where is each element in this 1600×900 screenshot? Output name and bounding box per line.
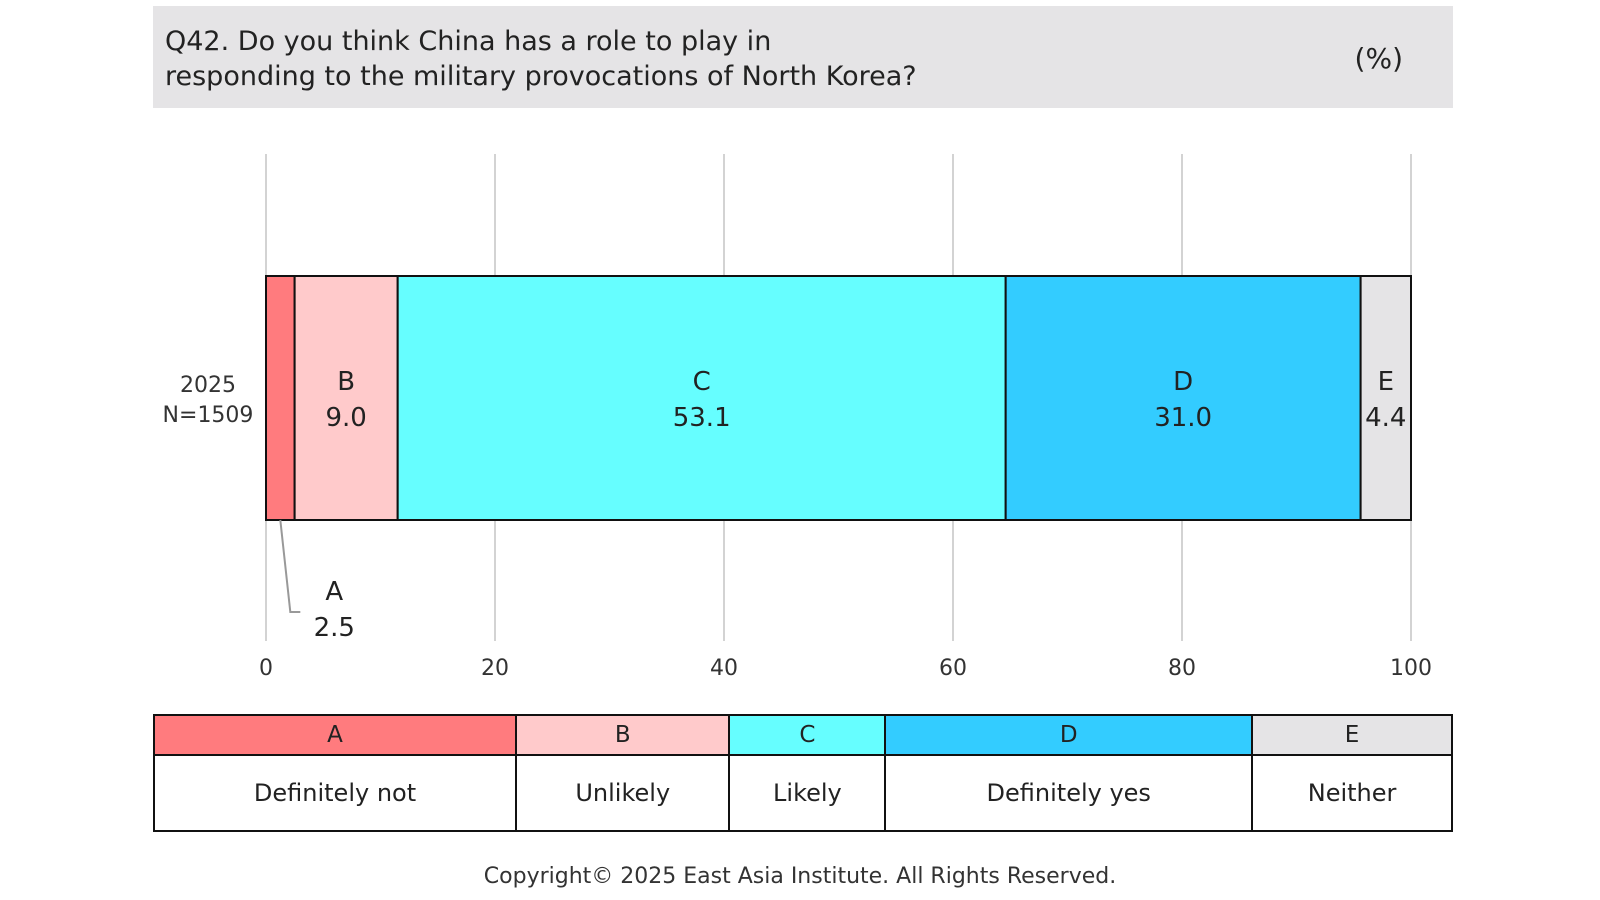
- x-tick-label-60: 60: [939, 656, 967, 681]
- segment-code-b: B: [337, 367, 355, 397]
- leader-line-a: [279, 519, 301, 613]
- row-label-year: 2025: [180, 373, 236, 398]
- data-label-d: 31.0: [1154, 403, 1212, 433]
- legend-code-b: B: [515, 714, 731, 756]
- legend-label-row: Definitely not Unlikely Likely Definitel…: [152, 754, 1453, 832]
- data-label-e: 4.4: [1365, 403, 1406, 433]
- segment-code-c: C: [693, 367, 711, 397]
- question-title-line2: responding to the military provocations …: [165, 61, 917, 92]
- row-label-n: N=1509: [163, 403, 254, 428]
- x-tick-label-20: 20: [481, 656, 509, 681]
- question-title-line1: Q42. Do you think China has a role to pl…: [165, 26, 772, 57]
- legend-label-d: Definitely yes: [884, 754, 1254, 832]
- x-tick-label-80: 80: [1168, 656, 1196, 681]
- segment-code-d: D: [1173, 367, 1193, 397]
- stacked-bar-chart: 0 20 40 60 80 100 2025 N=1509 A 2.5 B 9.0 C 53.1 D 31.0…: [163, 154, 1432, 681]
- bar-segment-b: [293, 275, 399, 521]
- legend-code-e: E: [1251, 714, 1453, 756]
- legend-label-a: Definitely not: [152, 754, 518, 832]
- legend-code-c: C: [728, 714, 887, 756]
- data-label-b: 9.0: [325, 403, 366, 433]
- x-tick-label-100: 100: [1390, 656, 1432, 681]
- legend-table: A B C D E Definitely not Unlikely Likely…: [152, 714, 1453, 832]
- segment-code-a: A: [325, 577, 343, 607]
- legend-label-c: Likely: [728, 754, 887, 832]
- bar-segment-e: [1359, 275, 1412, 521]
- legend-code-d: D: [884, 714, 1254, 756]
- legend-label-b: Unlikely: [515, 754, 731, 832]
- legend-code-row: A B C D E: [152, 714, 1453, 756]
- x-tick-label-0: 0: [259, 656, 273, 681]
- bar-segment-c: [396, 275, 1007, 521]
- x-tick-label-40: 40: [710, 656, 738, 681]
- data-label-c: 53.1: [673, 403, 731, 433]
- question-header: Q42. Do you think China has a role to pl…: [153, 6, 1453, 108]
- data-label-a: 2.5: [314, 613, 355, 643]
- legend-code-a: A: [152, 714, 518, 756]
- bar-segment-d: [1004, 275, 1362, 521]
- unit-label: (%): [1354, 42, 1403, 75]
- legend-label-e: Neither: [1251, 754, 1453, 832]
- bar-segment-a: [265, 275, 296, 521]
- copyright-footer: Copyright© 2025 East Asia Institute. All…: [483, 864, 1117, 889]
- segment-code-e: E: [1378, 367, 1394, 397]
